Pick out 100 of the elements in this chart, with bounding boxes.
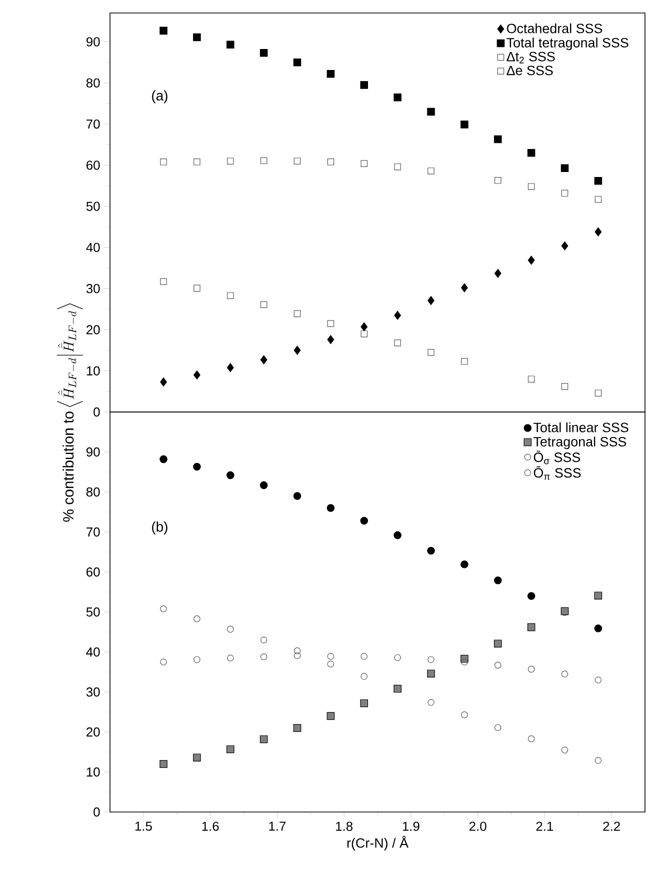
- point: [527, 148, 536, 157]
- point: [293, 492, 302, 500]
- y-tick-label: 90: [86, 37, 100, 46]
- point: [194, 615, 200, 622]
- point: [160, 760, 168, 768]
- point: [226, 745, 234, 754]
- x-tick-label: 2.2: [603, 822, 620, 831]
- point: [427, 108, 435, 116]
- point: [561, 190, 568, 197]
- point: [428, 296, 434, 306]
- x-tick-label: 1.9: [402, 822, 420, 831]
- point: [160, 377, 167, 386]
- point: [528, 256, 535, 265]
- point: [427, 670, 435, 678]
- point: [226, 626, 234, 633]
- y-tick-label: 60: [86, 160, 100, 170]
- point: [527, 623, 536, 632]
- point: [360, 322, 368, 332]
- point: [160, 658, 167, 666]
- point: [394, 340, 401, 346]
- point: [561, 670, 568, 678]
- point: [594, 676, 602, 684]
- point: [394, 531, 402, 540]
- point: [528, 183, 535, 190]
- point: [160, 605, 167, 612]
- point: [428, 348, 434, 356]
- point: [260, 301, 268, 308]
- point: [294, 647, 301, 654]
- point: [194, 284, 200, 292]
- point: [226, 363, 234, 372]
- y-tick-label: 0: [94, 807, 100, 817]
- point: [394, 93, 402, 102]
- point: [360, 699, 368, 708]
- point: [360, 653, 368, 660]
- point: [594, 390, 602, 396]
- point: [527, 592, 536, 600]
- y-tick-label: 70: [86, 119, 100, 129]
- point: [294, 158, 301, 164]
- point: [260, 49, 268, 57]
- legend-label: Ō$_{σ}$ SSS: [534, 450, 580, 464]
- y-tick-label: 0: [94, 407, 100, 417]
- y-tick-label: 40: [86, 647, 100, 657]
- point: [594, 176, 602, 185]
- point: [460, 560, 468, 568]
- legend-label: Octahedral SSS: [506, 23, 602, 34]
- point: [428, 656, 434, 663]
- legend-label: Δt$_{2}$ SSS: [506, 52, 555, 64]
- point: [560, 164, 569, 172]
- x-tick-label: 1.5: [135, 822, 152, 831]
- y-axis-title: $\%\ \mathrm{contribution\ to}\left\langle\hat{\bar{H}}_{LF-d}\middle|\hat{\bar{H}}_{LF-d}\right\rangle$: [56, 303, 84, 522]
- point: [594, 227, 602, 236]
- point: [326, 70, 335, 78]
- point: [327, 158, 334, 166]
- point: [226, 471, 234, 480]
- y-tick-label: 80: [86, 78, 100, 88]
- point: [293, 58, 302, 66]
- point: [160, 278, 167, 285]
- point: [160, 455, 168, 464]
- point: [260, 481, 268, 490]
- point: [193, 370, 200, 380]
- point: [428, 699, 434, 706]
- x-tick-label: 2.1: [536, 822, 554, 831]
- y-tick-label: 30: [86, 284, 100, 294]
- point: [294, 346, 301, 355]
- point: [293, 724, 302, 732]
- y-tick-label: 80: [86, 487, 100, 497]
- point: [194, 158, 200, 166]
- point: [394, 684, 402, 693]
- point: [226, 40, 234, 49]
- point: [494, 724, 502, 731]
- legend-label: Tetragonal SSS: [534, 436, 626, 450]
- legend-label: Total tetragonal SSS: [506, 38, 628, 50]
- point: [394, 310, 401, 320]
- point: [461, 658, 468, 666]
- y-tick-label: 10: [86, 767, 100, 777]
- y-tick-label: 50: [86, 202, 100, 211]
- point: [561, 383, 568, 390]
- point: [494, 268, 502, 278]
- point: [327, 335, 334, 344]
- point: [327, 660, 334, 668]
- point: [394, 654, 401, 661]
- point: [160, 158, 167, 166]
- y-tick-label: 50: [86, 607, 100, 617]
- point: [360, 673, 368, 680]
- x-tick-label: 1.8: [336, 822, 352, 831]
- point: [193, 33, 201, 42]
- point: [294, 310, 301, 318]
- point: [461, 711, 468, 718]
- point: [528, 735, 535, 742]
- point: [326, 712, 335, 720]
- x-tick-label: 2.0: [469, 822, 486, 831]
- x-tick-label: 1.6: [202, 822, 219, 831]
- annotation: (a): [152, 90, 168, 104]
- point: [460, 120, 468, 128]
- y-tick-label: 20: [86, 727, 100, 737]
- point: [360, 160, 368, 167]
- y-tick-label: 30: [86, 687, 100, 697]
- x-axis-title: r(Cr-N) / Å: [347, 836, 408, 850]
- point: [327, 320, 334, 327]
- point: [594, 196, 602, 203]
